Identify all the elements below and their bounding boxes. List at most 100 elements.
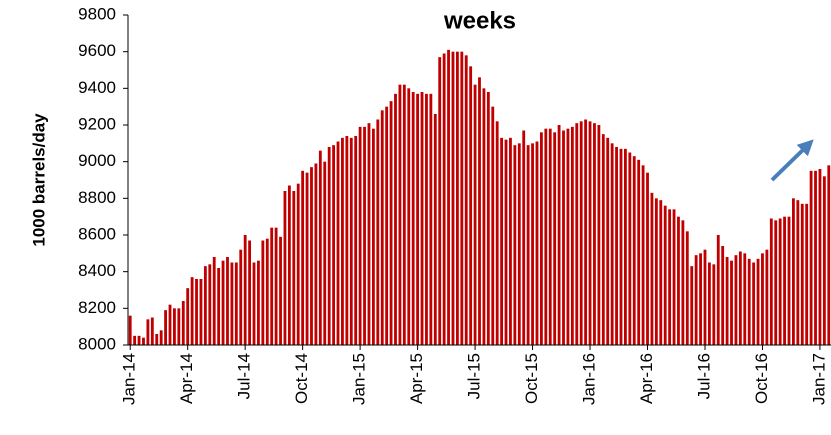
bar [234, 262, 238, 345]
x-tick-label: Jan-15 [350, 353, 369, 405]
bar [257, 260, 260, 345]
bar [420, 92, 424, 345]
bar [460, 51, 464, 346]
bar [221, 260, 225, 345]
bar [473, 84, 477, 346]
y-tick-label: 9800 [78, 4, 116, 23]
bar [818, 169, 822, 345]
bar [628, 152, 632, 345]
bar [469, 66, 473, 345]
x-tick-label: Apr-14 [177, 353, 196, 404]
bar [279, 236, 282, 345]
bar [504, 139, 508, 345]
bar [292, 191, 296, 345]
bar [712, 264, 716, 345]
bar [442, 53, 446, 345]
bar [371, 128, 375, 345]
bar [394, 93, 397, 345]
bar [553, 132, 557, 345]
bar [208, 264, 212, 345]
bar [517, 143, 521, 345]
y-tick-label: 8200 [78, 298, 116, 317]
x-tick-label: Jul-16 [694, 353, 713, 399]
y-tick-label: 8600 [78, 224, 116, 243]
bar [376, 119, 380, 345]
bar [283, 191, 287, 345]
bar [513, 145, 517, 345]
bar [725, 257, 729, 345]
x-tick-label: Oct-14 [292, 353, 311, 404]
bar [654, 198, 658, 345]
bar [579, 121, 583, 345]
bar [566, 128, 570, 345]
bar [672, 209, 676, 345]
bar [509, 137, 512, 345]
bar [159, 330, 163, 345]
x-tick-label: Apr-16 [637, 353, 656, 404]
bar [743, 253, 747, 345]
bar [332, 145, 336, 345]
bar [632, 156, 636, 345]
chart-title: weeks [443, 7, 516, 34]
bar [389, 101, 393, 346]
bar [336, 141, 340, 345]
bar [570, 126, 574, 345]
bar [765, 249, 769, 345]
bar [730, 260, 733, 345]
bar [703, 249, 707, 345]
bar [495, 121, 499, 345]
bar [783, 216, 786, 345]
bar [195, 279, 198, 345]
bar [270, 227, 274, 345]
bar [226, 257, 229, 345]
bar [805, 203, 809, 345]
bar [190, 277, 194, 345]
x-tick-label: Oct-16 [752, 353, 771, 404]
bar [203, 266, 207, 345]
bar [411, 92, 415, 345]
bar [341, 137, 344, 345]
bar [199, 279, 203, 345]
bar [694, 255, 698, 345]
bar [181, 301, 185, 345]
bar [800, 203, 804, 345]
bar [354, 136, 358, 345]
bar [173, 308, 176, 345]
y-axis-label: 1000 barrels/day [29, 113, 48, 247]
bar [478, 77, 481, 345]
bar [734, 255, 738, 345]
bar [685, 231, 689, 345]
bar [464, 55, 468, 345]
bar [606, 137, 610, 345]
bar [146, 319, 150, 345]
bar [327, 147, 331, 345]
bar [646, 172, 649, 345]
bar [562, 130, 565, 345]
bar [822, 176, 826, 345]
bar [699, 253, 702, 345]
bar [455, 51, 459, 346]
bar [787, 216, 791, 345]
bar [363, 126, 366, 345]
bar [526, 145, 530, 345]
bar [380, 110, 384, 345]
bar [593, 123, 596, 346]
bar [792, 198, 795, 345]
bar [447, 49, 450, 345]
bar [716, 235, 720, 345]
bar [416, 93, 420, 345]
bar [827, 165, 831, 345]
bar [345, 136, 349, 345]
bar [248, 240, 252, 345]
bar [584, 119, 588, 345]
bar [305, 172, 309, 345]
bar [358, 126, 362, 345]
bar [659, 200, 663, 345]
y-tick-label: 8400 [78, 261, 116, 280]
bar [261, 240, 265, 345]
bar [155, 334, 159, 345]
bar [619, 148, 623, 345]
x-tick-label: Jan-17 [809, 353, 828, 405]
bar [137, 335, 141, 345]
